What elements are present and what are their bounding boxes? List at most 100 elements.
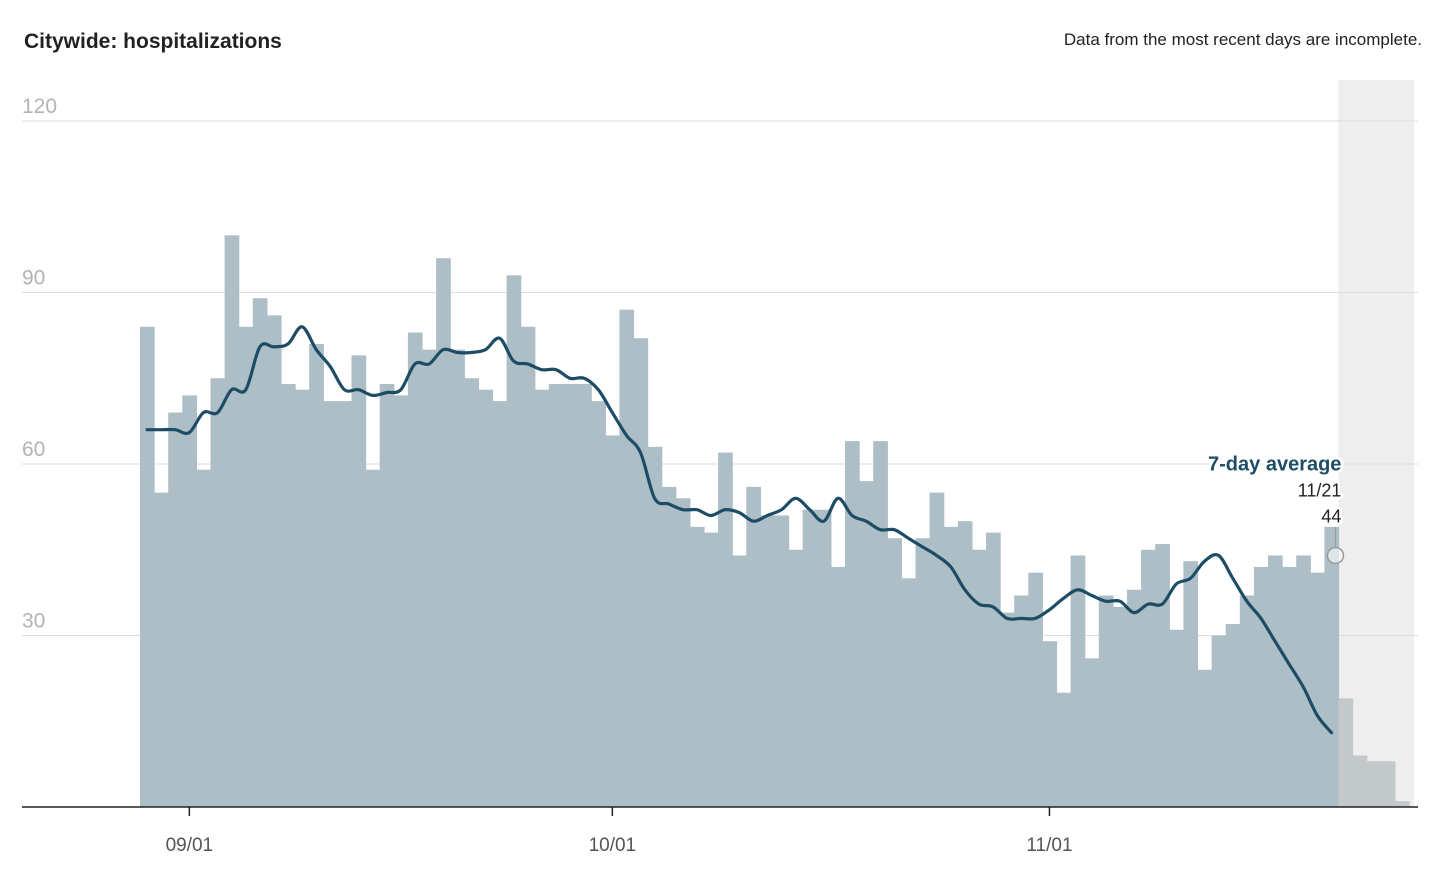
daily-bar (238, 326, 254, 807)
daily-bar (1338, 698, 1354, 807)
daily-bar (168, 412, 183, 807)
annotation-point (1326, 546, 1345, 565)
chart-title: Citywide: hospitalizations (24, 30, 282, 53)
daily-bar (1310, 572, 1325, 807)
daily-bar (873, 441, 888, 807)
daily-bar (1112, 606, 1128, 807)
daily-bar (1070, 555, 1086, 807)
daily-bar (1014, 595, 1029, 807)
daily-bar (224, 235, 240, 808)
daily-bar (633, 338, 649, 807)
daily-bar (816, 509, 832, 807)
daily-bar (802, 509, 818, 807)
daily-bar (1296, 555, 1311, 807)
daily-bar (986, 532, 1001, 807)
y-tick-label: 90 (22, 267, 45, 290)
daily-bar (746, 486, 761, 807)
daily-bar (732, 555, 747, 807)
daily-bar (647, 446, 663, 807)
daily-bar (859, 481, 874, 807)
daily-bar (661, 486, 677, 807)
daily-bar (379, 383, 395, 807)
annotation-value: 44 (1321, 506, 1341, 526)
daily-bar (1127, 589, 1142, 807)
daily-bar (323, 401, 338, 807)
daily-bar (534, 389, 550, 807)
daily-bar (1197, 669, 1213, 807)
daily-bar (196, 469, 212, 807)
daily-bar (830, 566, 846, 807)
daily-bar (520, 326, 536, 807)
x-tick-label: 11/01 (1026, 835, 1072, 856)
daily-bar (295, 389, 310, 807)
daily-bar (1239, 595, 1255, 807)
daily-bar (140, 326, 155, 807)
daily-bar (407, 332, 423, 807)
daily-bar (422, 349, 437, 807)
daily-bar (464, 378, 479, 807)
y-tick-label: 120 (22, 95, 57, 118)
daily-bar (1352, 755, 1368, 807)
daily-bar (605, 435, 620, 807)
daily-bar (450, 349, 465, 807)
daily-bar (478, 389, 494, 807)
annotation-title: 7-day average (1208, 453, 1341, 475)
daily-bar (1268, 555, 1283, 807)
daily-bar (548, 383, 564, 807)
daily-bar (182, 395, 197, 807)
daily-bar (252, 298, 268, 807)
daily-bar (591, 401, 606, 807)
daily-bar (845, 441, 860, 807)
daily-bar (929, 492, 945, 807)
daily-bar (492, 401, 508, 807)
daily-bar (718, 452, 733, 807)
daily-bar (1183, 561, 1199, 807)
daily-bar (1225, 624, 1241, 807)
y-tick-label: 60 (22, 438, 45, 461)
annotation-date: 11/21 (1298, 480, 1342, 500)
daily-bar (1084, 658, 1100, 807)
daily-bar (563, 383, 578, 807)
daily-bar (210, 378, 226, 807)
daily-bar (1028, 572, 1043, 807)
daily-bar (619, 309, 635, 807)
daily-bar (1211, 635, 1227, 807)
daily-bar (887, 538, 902, 807)
daily-bar (506, 275, 522, 808)
daily-bar (689, 526, 705, 807)
incomplete-data-shade (1338, 80, 1414, 807)
daily-bar (1324, 526, 1340, 807)
incomplete-data-note: Data from the most recent days are incom… (1063, 30, 1422, 49)
daily-bar (1394, 801, 1410, 807)
daily-bar (309, 343, 324, 807)
x-tick-label: 09/01 (166, 835, 214, 856)
daily-bar (1282, 566, 1297, 807)
y-tick-label: 30 (22, 610, 45, 633)
daily-bar (1380, 761, 1396, 807)
daily-bar (704, 532, 719, 807)
daily-bar (351, 355, 367, 807)
daily-bar (675, 498, 691, 807)
daily-bar (1056, 692, 1072, 807)
daily-bar (760, 515, 776, 807)
daily-bar (1155, 544, 1170, 807)
daily-bar (154, 492, 169, 807)
daily-bar (1000, 612, 1015, 807)
seven-day-average-line (145, 325, 1334, 735)
daily-bar (788, 549, 804, 807)
daily-bar (1169, 629, 1184, 807)
daily-bar (393, 395, 409, 807)
daily-bar (1098, 595, 1114, 807)
daily-bar (577, 383, 592, 807)
daily-bar (943, 526, 959, 807)
daily-bar (365, 469, 381, 807)
daily-bar (957, 521, 973, 807)
daily-bar (1141, 549, 1156, 807)
daily-bar (774, 515, 790, 807)
daily-bar (971, 549, 987, 807)
x-tick-label: 10/01 (589, 835, 637, 856)
daily-bar (1253, 566, 1269, 807)
daily-bar (281, 383, 296, 807)
daily-bar (1042, 641, 1058, 807)
